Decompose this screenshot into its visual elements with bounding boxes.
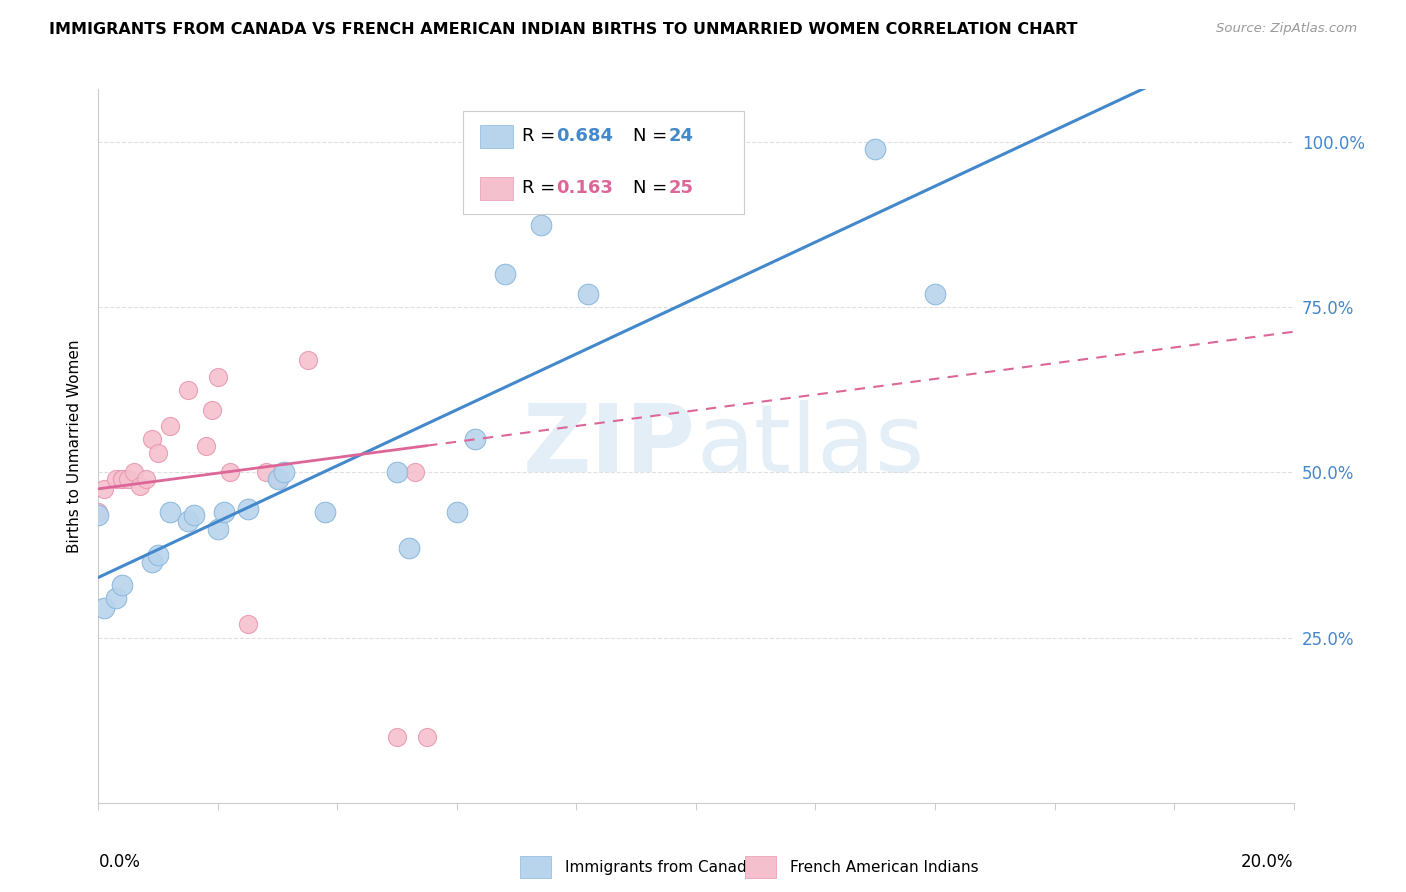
Point — [385, 466, 409, 480]
Text: ZIP: ZIP — [523, 400, 696, 492]
Point — [195, 439, 218, 453]
Point — [93, 600, 115, 615]
Point — [267, 472, 290, 486]
Point — [212, 505, 235, 519]
Point — [105, 591, 128, 605]
Point — [494, 267, 516, 281]
Text: 0.0%: 0.0% — [98, 853, 141, 871]
Point — [315, 505, 337, 519]
Point — [177, 514, 200, 528]
Point — [148, 445, 170, 459]
Point — [177, 383, 200, 397]
Text: IMMIGRANTS FROM CANADA VS FRENCH AMERICAN INDIAN BIRTHS TO UNMARRIED WOMEN CORRE: IMMIGRANTS FROM CANADA VS FRENCH AMERICA… — [49, 22, 1078, 37]
Text: 20.0%: 20.0% — [1241, 853, 1294, 871]
Point — [135, 472, 157, 486]
Point — [254, 466, 277, 480]
Y-axis label: Births to Unmarried Women: Births to Unmarried Women — [67, 339, 83, 553]
Point — [159, 419, 181, 434]
Point — [236, 501, 259, 516]
Point — [578, 287, 600, 301]
Point — [446, 505, 468, 519]
Point — [416, 730, 439, 744]
Point — [201, 402, 224, 417]
Point — [865, 142, 887, 156]
Point — [117, 472, 139, 486]
Point — [398, 541, 420, 556]
Point — [183, 508, 205, 523]
Point — [141, 433, 163, 447]
Point — [530, 218, 553, 232]
Point — [404, 466, 426, 480]
Point — [207, 369, 229, 384]
Text: 24: 24 — [668, 128, 693, 145]
Text: N =: N = — [633, 179, 673, 197]
Point — [236, 617, 259, 632]
Point — [129, 478, 152, 492]
Point — [159, 505, 181, 519]
Point — [924, 287, 946, 301]
Text: French American Indians: French American Indians — [790, 860, 979, 874]
Text: 0.163: 0.163 — [555, 179, 613, 197]
Point — [111, 472, 134, 486]
Point — [105, 472, 128, 486]
Point — [273, 466, 295, 480]
Point — [111, 472, 134, 486]
Point — [207, 522, 229, 536]
Text: 25: 25 — [668, 179, 693, 197]
Point — [219, 466, 242, 480]
Point — [685, 142, 707, 156]
Point — [464, 433, 486, 447]
Point — [111, 578, 134, 592]
Point — [297, 353, 319, 368]
Point — [267, 472, 290, 486]
Text: 0.684: 0.684 — [555, 128, 613, 145]
Text: N =: N = — [633, 128, 673, 145]
Text: Source: ZipAtlas.com: Source: ZipAtlas.com — [1216, 22, 1357, 36]
Text: R =: R = — [522, 179, 561, 197]
Point — [87, 508, 110, 523]
Point — [141, 555, 163, 569]
Point — [385, 730, 409, 744]
Text: atlas: atlas — [696, 400, 924, 492]
Text: R =: R = — [522, 128, 561, 145]
Point — [87, 505, 110, 519]
Point — [93, 482, 115, 496]
Point — [148, 548, 170, 562]
Text: Immigrants from Canada: Immigrants from Canada — [565, 860, 756, 874]
Point — [124, 466, 146, 480]
